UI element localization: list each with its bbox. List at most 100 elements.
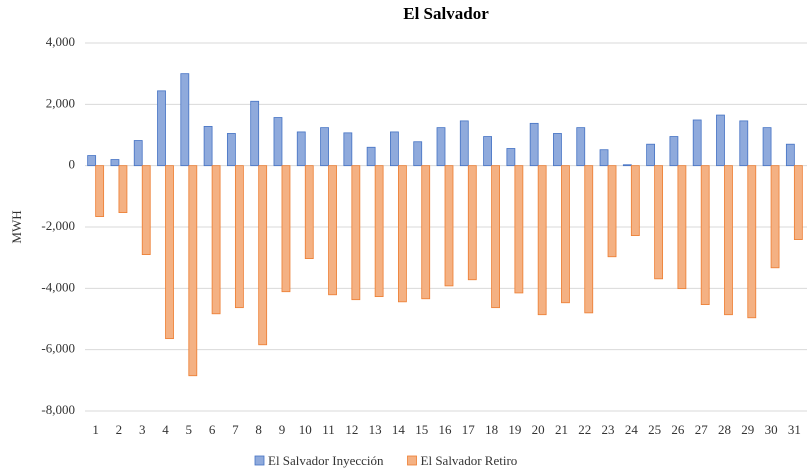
bar — [436, 127, 446, 167]
bar — [716, 114, 725, 167]
x-tick-label: 19 — [508, 422, 521, 437]
bar — [351, 165, 361, 301]
bar — [646, 143, 656, 167]
bar — [576, 127, 586, 167]
bar — [226, 133, 236, 167]
x-tick-label: 30 — [765, 422, 778, 437]
bar — [654, 165, 664, 280]
x-tick-label: 17 — [462, 422, 476, 437]
x-tick-label: 7 — [232, 422, 239, 437]
bar — [692, 119, 702, 167]
bar — [622, 164, 632, 167]
x-tick-label: 4 — [162, 422, 169, 437]
bar — [211, 165, 221, 315]
x-tick-label: 12 — [345, 422, 358, 437]
bar — [141, 165, 151, 256]
bar — [180, 73, 190, 167]
legend-swatch — [407, 455, 417, 466]
x-tick-label: 26 — [671, 422, 685, 437]
x-tick-label: 24 — [625, 422, 639, 437]
x-tick-label: 5 — [186, 422, 193, 437]
x-tick-label: 8 — [255, 422, 262, 437]
x-tick-label: 6 — [209, 422, 216, 437]
x-tick-label: 11 — [322, 422, 335, 437]
bar — [366, 146, 376, 167]
x-tick-label: 28 — [718, 422, 731, 437]
x-tick-label: 20 — [532, 422, 545, 437]
bar — [506, 148, 516, 167]
bar — [739, 120, 749, 167]
x-tick-label: 25 — [648, 422, 661, 437]
bar — [296, 131, 306, 167]
bar — [95, 165, 105, 217]
y-tick-label: 2,000 — [46, 95, 75, 110]
bar — [677, 165, 687, 290]
bar — [343, 132, 353, 167]
y-axis-label: MWH — [9, 210, 24, 243]
bar — [118, 165, 128, 213]
bar — [762, 127, 772, 167]
legend-label: El Salvador Inyección — [268, 453, 384, 468]
y-tick-label: 0 — [69, 157, 76, 172]
bar — [304, 165, 314, 259]
bar — [320, 127, 329, 167]
x-tick-label: 15 — [415, 422, 428, 437]
bar — [203, 126, 213, 167]
bar — [421, 165, 431, 300]
bar — [467, 165, 477, 281]
x-tick-label: 18 — [485, 422, 498, 437]
bar — [281, 165, 291, 293]
bar — [133, 140, 143, 167]
bar — [390, 131, 399, 167]
bar — [669, 136, 679, 167]
x-tick-label: 3 — [139, 422, 146, 437]
x-tick-label: 27 — [695, 422, 709, 437]
bar — [374, 165, 384, 298]
bar — [724, 165, 733, 316]
bar — [188, 165, 198, 377]
x-tick-label: 21 — [555, 422, 568, 437]
bar — [110, 159, 120, 167]
x-tick-label: 31 — [788, 422, 801, 437]
bar — [87, 155, 97, 167]
y-tick-label: -4,000 — [41, 279, 75, 294]
bar — [258, 165, 268, 346]
bar — [444, 165, 454, 287]
bar — [607, 165, 617, 258]
x-tick-label: 10 — [299, 422, 312, 437]
x-tick-label: 13 — [369, 422, 382, 437]
legend-label: El Salvador Retiro — [421, 453, 518, 468]
bar — [483, 136, 492, 167]
bar — [165, 165, 174, 340]
x-tick-label: 29 — [741, 422, 754, 437]
x-tick-label: 23 — [602, 422, 615, 437]
bar — [537, 165, 547, 316]
bar — [491, 165, 500, 309]
bar — [770, 165, 780, 269]
bar — [157, 90, 166, 167]
bar — [529, 122, 539, 167]
x-tick-label: 2 — [116, 422, 123, 437]
x-tick-label: 22 — [578, 422, 591, 437]
bar — [599, 149, 609, 167]
bar — [514, 165, 524, 294]
bar — [328, 165, 337, 296]
y-tick-label: -8,000 — [41, 402, 75, 417]
x-tick-label: 14 — [392, 422, 406, 437]
y-tick-label: -2,000 — [41, 218, 75, 233]
x-tick-label: 1 — [92, 422, 99, 437]
bar — [273, 117, 283, 167]
legend-swatch — [254, 455, 265, 466]
bar — [398, 165, 407, 303]
y-tick-label: 4,000 — [46, 34, 75, 49]
bar — [553, 133, 562, 167]
y-tick-label: -6,000 — [41, 341, 75, 356]
bar — [250, 100, 260, 167]
bar — [793, 165, 803, 240]
bar — [234, 165, 244, 309]
bar — [747, 165, 757, 319]
bar — [459, 120, 469, 167]
bar — [785, 143, 795, 167]
chart-title: El Salvador — [403, 4, 489, 23]
